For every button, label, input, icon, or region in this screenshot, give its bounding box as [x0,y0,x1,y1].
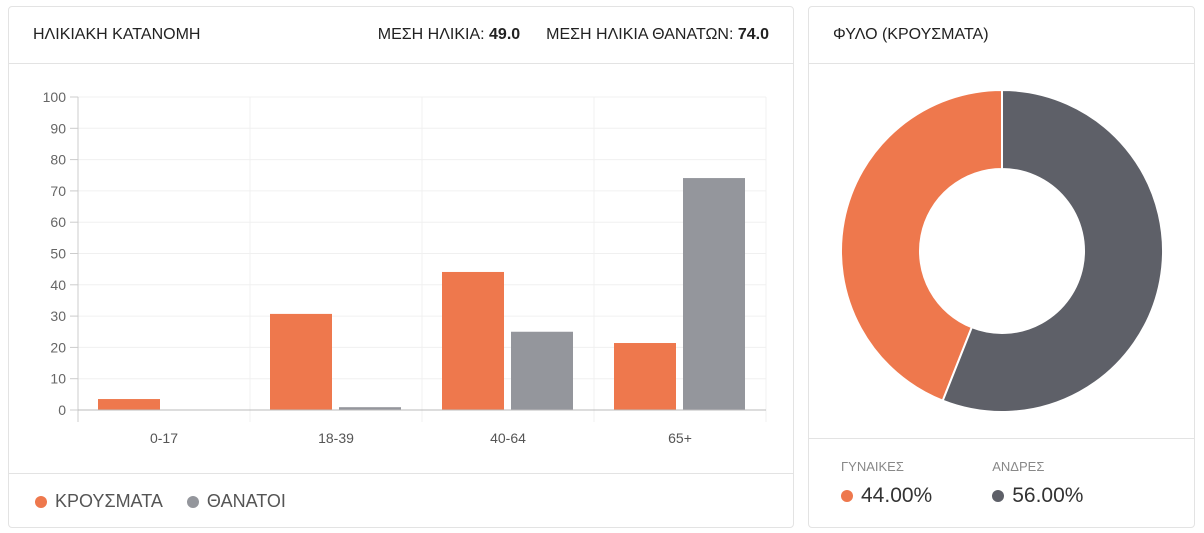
bar-cases [98,399,160,410]
y-tick-label: 80 [50,152,66,168]
sex-card-header: ΦΥΛΟ (ΚΡΟΥΣΜΑΤΑ) [809,7,1194,64]
deaths-dot-icon [186,496,199,509]
legend-item-deaths[interactable]: ΘΑΝΑΤΟΙ [186,491,286,512]
y-tick-label: 90 [50,120,66,136]
mean-death-age-value: 74.0 [737,26,769,43]
women-dot-icon [841,490,853,503]
y-tick-label: 30 [50,308,66,324]
mean-death-age-label: ΜΕΣΗ ΗΛΙΚΙΑ ΘΑΝΑΤΩΝ: [546,26,734,43]
mean-age-label: ΜΕΣΗ ΗΛΙΚΙΑ: [377,26,485,43]
sex-legend: ΓΥΝΑΙΚΕΣ 44.00% ΑΝΔΡΕΣ 56.00% [809,438,1194,528]
men-dot-icon [992,490,1005,503]
bar-cases [270,313,332,410]
legend-deaths-label: ΘΑΝΑΤΟΙ [206,491,286,511]
cases-dot-icon [35,496,47,509]
men-label: ΑΝΔΡΕΣ [992,459,1045,474]
bar-deaths [339,407,401,410]
y-tick-label: 100 [43,89,67,105]
y-tick-label: 50 [50,246,66,262]
women-stat: ΓΥΝΑΙΚΕΣ 44.00% [841,459,932,528]
y-tick-label: 0 [58,402,66,418]
y-tick-label: 10 [50,371,66,387]
bar-cases [442,271,504,410]
men-stat: ΑΝΔΡΕΣ 56.00% [992,459,1083,528]
sex-card: ΦΥΛΟ (ΚΡΟΥΣΜΑΤΑ) ΓΥΝΑΙΚΕΣ 44.00% ΑΝΔΡΕΣ 56… [808,6,1195,528]
age-bar-chart: 0 10 20 30 40 50 60 70 80 90 100 0-17 18-39 40-64 65+ [43,89,767,446]
legend-cases-label: ΚΡΟΥΣΜΑΤΑ [55,491,163,511]
mean-age-stat: ΜΕΣΗ ΗΛΙΚΙΑ: 49.0 [378,26,520,44]
sex-card-title: ΦΥΛΟ (ΚΡΟΥΣΜΑΤΑ) [833,26,989,43]
mean-age-value: 49.0 [489,26,521,43]
age-legend: ΚΡΟΥΣΜΑΤΑ ΘΑΝΑΤΟΙ [9,473,793,529]
bar-deaths [683,178,745,410]
y-tick-label: 60 [50,214,66,230]
age-card-title: ΗΛΙΚΙΑΚΗ ΚΑΤΑΝΟΜΗ [33,26,201,43]
women-value: 44.00% [861,484,933,507]
y-tick-label: 70 [50,183,66,199]
age-distribution-card: ΗΛΙΚΙΑΚΗ ΚΑΤΑΝΟΜΗ ΜΕΣΗ ΗΛΙΚΙΑ: 49.0 ΜΕΣΗ… [8,6,794,528]
donut-slice-men [941,88,1164,413]
legend-item-cases[interactable]: ΚΡΟΥΣΜΑΤΑ [35,491,163,512]
x-tick-label: 40-64 [490,430,526,446]
women-label: ΓΥΝΑΙΚΕΣ [841,459,904,474]
bar-cases [614,343,676,410]
bar-deaths [511,331,573,410]
x-tick-label: 0-17 [150,430,178,446]
y-tick-label: 20 [50,339,66,355]
donut-slice-women [840,88,1003,402]
y-tick-label: 40 [50,277,66,293]
sex-donut-chart [840,88,1164,413]
x-tick-label: 65+ [668,430,692,446]
mean-death-age-stat: ΜΕΣΗ ΗΛΙΚΙΑ ΘΑΝΑΤΩΝ: 74.0 [546,26,769,44]
x-tick-label: 18-39 [318,430,354,446]
men-value: 56.00% [1012,484,1084,507]
age-card-header: ΗΛΙΚΙΑΚΗ ΚΑΤΑΝΟΜΗ ΜΕΣΗ ΗΛΙΚΙΑ: 49.0 ΜΕΣΗ… [9,7,793,64]
